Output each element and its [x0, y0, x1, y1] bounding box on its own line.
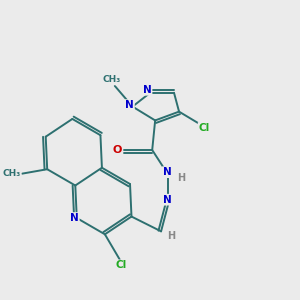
Text: N: N — [125, 100, 134, 110]
Text: N: N — [143, 85, 152, 95]
Text: N: N — [163, 195, 171, 205]
Text: CH₃: CH₃ — [103, 76, 121, 85]
Text: H: H — [167, 231, 175, 241]
Text: H: H — [177, 173, 185, 183]
Text: Cl: Cl — [199, 123, 210, 133]
Text: Cl: Cl — [116, 260, 127, 270]
Text: N: N — [163, 167, 171, 177]
Text: O: O — [112, 145, 122, 155]
Text: N: N — [70, 213, 79, 223]
Text: CH₃: CH₃ — [3, 169, 21, 178]
